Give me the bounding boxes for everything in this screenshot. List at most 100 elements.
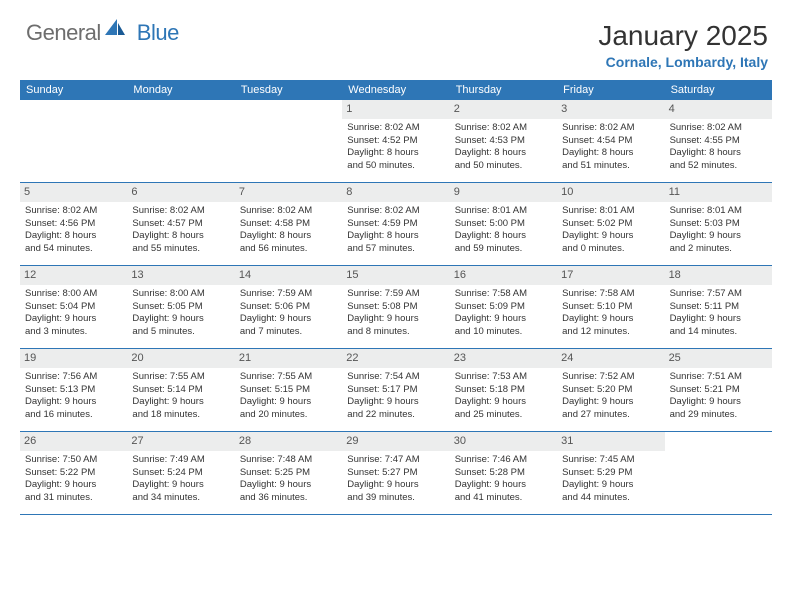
daylight-text-1: Daylight: 8 hours [670, 147, 767, 160]
sunset-text: Sunset: 5:13 PM [25, 384, 122, 397]
sunset-text: Sunset: 4:54 PM [562, 135, 659, 148]
daylight-text-2: and 55 minutes. [132, 243, 229, 256]
day-number: 13 [127, 266, 234, 285]
daylight-text-1: Daylight: 9 hours [455, 313, 552, 326]
daylight-text-1: Daylight: 8 hours [347, 230, 444, 243]
week-row: 19Sunrise: 7:56 AMSunset: 5:13 PMDayligh… [20, 349, 772, 432]
day-header: Tuesday [235, 80, 342, 100]
sunrise-text: Sunrise: 7:47 AM [347, 454, 444, 467]
sunrise-text: Sunrise: 7:57 AM [670, 288, 767, 301]
day-cell: 4 Sunrise: 8:02 AMSunset: 4:55 PMDaylight… [665, 100, 772, 182]
daylight-text-1: Daylight: 9 hours [132, 479, 229, 492]
daylight-text-1: Daylight: 8 hours [455, 147, 552, 160]
day-cell: 8Sunrise: 8:02 AMSunset: 4:59 PMDaylight… [342, 183, 449, 265]
daylight-text-2: and 20 minutes. [240, 409, 337, 422]
week-row: 12Sunrise: 8:00 AMSunset: 5:04 PMDayligh… [20, 266, 772, 349]
week-row: 1Sunrise: 8:02 AMSunset: 4:52 PMDaylight… [20, 100, 772, 183]
day-cell: 2Sunrise: 8:02 AMSunset: 4:53 PMDaylight… [450, 100, 557, 182]
day-number: 4 [665, 100, 772, 119]
day-cell: 31Sunrise: 7:45 AMSunset: 5:29 PMDayligh… [557, 432, 664, 514]
daylight-text-2: and 0 minutes. [562, 243, 659, 256]
sunrise-text: Sunrise: 8:02 AM [455, 122, 552, 135]
day-cell: 10Sunrise: 8:01 AMSunset: 5:02 PMDayligh… [557, 183, 664, 265]
sunset-text: Sunset: 5:17 PM [347, 384, 444, 397]
sunrise-text: Sunrise: 7:52 AM [562, 371, 659, 384]
daylight-text-2: and 3 minutes. [25, 326, 122, 339]
daylight-text-2: and 2 minutes. [670, 243, 767, 256]
empty-cell [665, 432, 772, 514]
day-cell: 16 Sunrise: 7:58 AMSunset: 5:09 PMDayligh… [450, 266, 557, 348]
sunset-text: Sunset: 5:03 PM [670, 218, 767, 231]
logo-text-blue: Blue [137, 20, 179, 46]
daylight-text-2: and 14 minutes. [670, 326, 767, 339]
day-cell: 25Sunrise: 7:51 AMSunset: 5:21 PMDayligh… [665, 349, 772, 431]
day-cell: 22Sunrise: 7:54 AMSunset: 5:17 PMDayligh… [342, 349, 449, 431]
calendar-grid: SundayMondayTuesdayWednesdayThursdayFrid… [20, 80, 772, 515]
sunrise-text: Sunrise: 7:58 AM [455, 288, 552, 301]
day-cell: 21Sunrise: 7:55 AMSunset: 5:15 PMDayligh… [235, 349, 342, 431]
sunset-text: Sunset: 4:58 PM [240, 218, 337, 231]
daylight-text-2: and 44 minutes. [562, 492, 659, 505]
daylight-text-2: and 56 minutes. [240, 243, 337, 256]
day-cell: 18Sunrise: 7:57 AMSunset: 5:11 PMDayligh… [665, 266, 772, 348]
day-header-row: SundayMondayTuesdayWednesdayThursdayFrid… [20, 80, 772, 100]
day-number: 25 [665, 349, 772, 368]
sunrise-text: Sunrise: 8:02 AM [25, 205, 122, 218]
daylight-text-1: Daylight: 8 hours [347, 147, 444, 160]
sunrise-text: Sunrise: 7:46 AM [455, 454, 552, 467]
daylight-text-1: Daylight: 9 hours [562, 230, 659, 243]
daylight-text-2: and 8 minutes. [347, 326, 444, 339]
sunset-text: Sunset: 5:27 PM [347, 467, 444, 480]
calendar-page: General Blue January 2025 Cornale, Lomba… [0, 0, 792, 527]
sunset-text: Sunset: 5:22 PM [25, 467, 122, 480]
sunrise-text: Sunrise: 7:59 AM [347, 288, 444, 301]
day-cell: 24Sunrise: 7:52 AMSunset: 5:20 PMDayligh… [557, 349, 664, 431]
daylight-text-1: Daylight: 9 hours [670, 230, 767, 243]
daylight-text-1: Daylight: 8 hours [25, 230, 122, 243]
sunrise-text: Sunrise: 7:56 AM [25, 371, 122, 384]
daylight-text-2: and 52 minutes. [670, 160, 767, 173]
sunset-text: Sunset: 4:55 PM [670, 135, 767, 148]
day-cell: 27Sunrise: 7:49 AMSunset: 5:24 PMDayligh… [127, 432, 234, 514]
sunrise-text: Sunrise: 8:02 AM [670, 122, 767, 135]
sunrise-text: Sunrise: 8:02 AM [240, 205, 337, 218]
daylight-text-2: and 59 minutes. [455, 243, 552, 256]
daylight-text-1: Daylight: 9 hours [25, 313, 122, 326]
sunset-text: Sunset: 5:09 PM [455, 301, 552, 314]
day-number: 8 [342, 183, 449, 202]
day-number: 16 [450, 266, 557, 285]
day-number: 22 [342, 349, 449, 368]
day-number: 7 [235, 183, 342, 202]
day-number: 27 [127, 432, 234, 451]
daylight-text-2: and 57 minutes. [347, 243, 444, 256]
day-cell: 6Sunrise: 8:02 AMSunset: 4:57 PMDaylight… [127, 183, 234, 265]
location-label: Cornale, Lombardy, Italy [598, 54, 768, 70]
day-number: 18 [665, 266, 772, 285]
day-cell: 29Sunrise: 7:47 AMSunset: 5:27 PMDayligh… [342, 432, 449, 514]
daylight-text-1: Daylight: 8 hours [132, 230, 229, 243]
daylight-text-2: and 34 minutes. [132, 492, 229, 505]
sunset-text: Sunset: 5:11 PM [670, 301, 767, 314]
day-number: 23 [450, 349, 557, 368]
sunset-text: Sunset: 5:08 PM [347, 301, 444, 314]
day-cell: 15Sunrise: 7:59 AMSunset: 5:08 PMDayligh… [342, 266, 449, 348]
day-cell: 11Sunrise: 8:01 AMSunset: 5:03 PMDayligh… [665, 183, 772, 265]
sunrise-text: Sunrise: 8:01 AM [562, 205, 659, 218]
sunrise-text: Sunrise: 7:49 AM [132, 454, 229, 467]
day-header: Thursday [450, 80, 557, 100]
day-cell: 23Sunrise: 7:53 AMSunset: 5:18 PMDayligh… [450, 349, 557, 431]
sunrise-text: Sunrise: 7:48 AM [240, 454, 337, 467]
sunset-text: Sunset: 5:14 PM [132, 384, 229, 397]
sunrise-text: Sunrise: 8:01 AM [455, 205, 552, 218]
day-cell: 1Sunrise: 8:02 AMSunset: 4:52 PMDaylight… [342, 100, 449, 182]
sunset-text: Sunset: 4:53 PM [455, 135, 552, 148]
sunset-text: Sunset: 5:29 PM [562, 467, 659, 480]
day-number: 11 [665, 183, 772, 202]
day-number: 31 [557, 432, 664, 451]
sunrise-text: Sunrise: 8:02 AM [347, 122, 444, 135]
daylight-text-1: Daylight: 9 hours [240, 313, 337, 326]
day-cell: 26Sunrise: 7:50 AMSunset: 5:22 PMDayligh… [20, 432, 127, 514]
daylight-text-2: and 50 minutes. [455, 160, 552, 173]
day-cell: 17Sunrise: 7:58 AMSunset: 5:10 PMDayligh… [557, 266, 664, 348]
day-cell: 12Sunrise: 8:00 AMSunset: 5:04 PMDayligh… [20, 266, 127, 348]
